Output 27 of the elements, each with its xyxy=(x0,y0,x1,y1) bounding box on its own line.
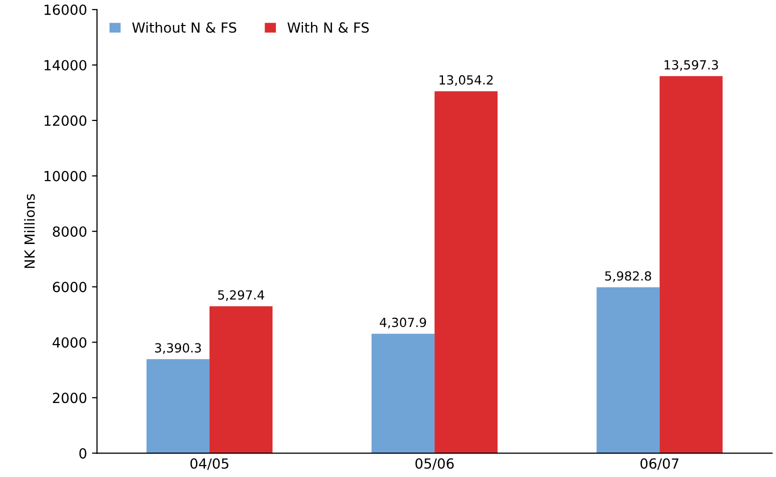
bar xyxy=(434,91,498,454)
y-tick-label: 14000 xyxy=(44,60,86,70)
bar xyxy=(146,359,210,454)
data-label: 5,297.4 xyxy=(218,290,264,301)
bar xyxy=(210,306,273,454)
data-label: 5,982.8 xyxy=(605,271,652,282)
data-label: 13,597.3 xyxy=(664,60,718,71)
data-label: 3,390.3 xyxy=(155,343,201,354)
y-tick-label: 2000 xyxy=(52,392,86,404)
data-label: 13,054.2 xyxy=(440,75,493,86)
y-tick-label: 4000 xyxy=(52,337,86,348)
legend-label: With N & FS xyxy=(287,22,369,33)
y-tick-label: 0 xyxy=(79,448,86,459)
y-tick-label: 8000 xyxy=(52,226,86,237)
data-label: 4,307.9 xyxy=(380,318,426,328)
bar xyxy=(372,334,435,454)
bar xyxy=(596,287,660,454)
x-tick-label: 05/06 xyxy=(415,458,454,470)
x-tick-label: 06/07 xyxy=(640,458,678,470)
legend-label: Without N & FS xyxy=(132,22,236,33)
bar xyxy=(660,76,723,454)
y-tick-label: 16000 xyxy=(44,4,86,16)
y-axis-title: NK Millions xyxy=(24,194,35,268)
y-tick-label: 10000 xyxy=(44,170,86,182)
y-tick-label: 6000 xyxy=(52,282,86,292)
y-tick-label: 12000 xyxy=(44,115,86,126)
x-tick-label: 04/05 xyxy=(190,458,228,470)
